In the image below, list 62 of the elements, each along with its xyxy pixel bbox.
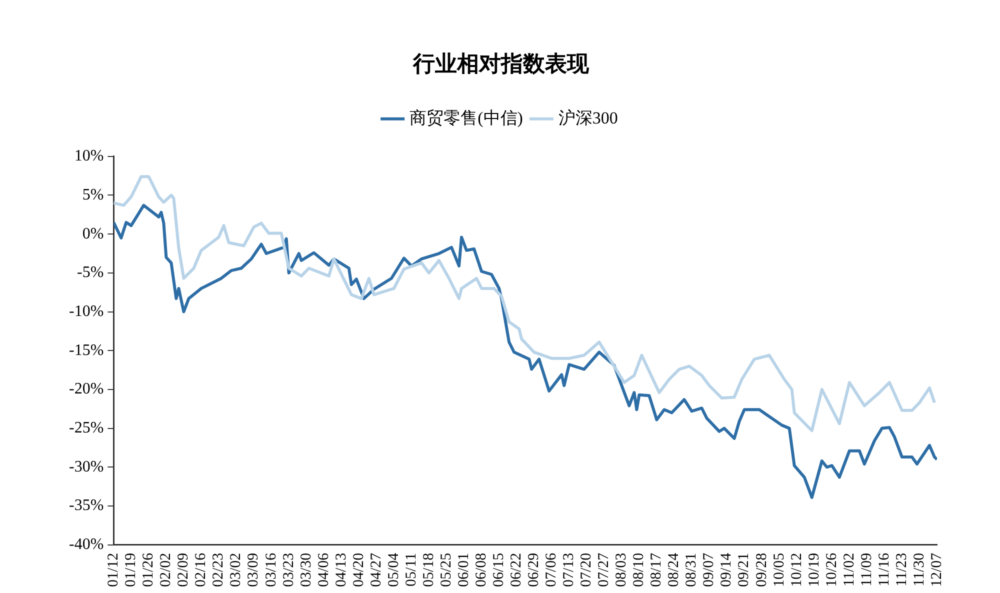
x-tick-label: 06/15 (490, 552, 507, 588)
x-tick-label: 02/16 (193, 552, 210, 588)
x-tick-label: 09/21 (736, 552, 752, 588)
x-tick-label: 03/09 (246, 552, 262, 588)
x-tick-label: 08/17 (648, 552, 665, 588)
y-tick-label: -15% (69, 342, 104, 359)
x-tick-label: 07/20 (578, 552, 595, 588)
y-tick-label: -30% (69, 458, 104, 476)
x-tick-label: 03/30 (298, 552, 314, 588)
y-tick-label: -10% (69, 302, 104, 320)
x-tick-label: 11/09 (858, 552, 875, 586)
x-tick-label: 10/05 (771, 552, 788, 588)
x-tick-label: 02/09 (176, 552, 192, 588)
x-tick-label: 11/23 (894, 552, 910, 586)
x-tick-label: 05/04 (386, 552, 402, 588)
x-tick-label: 08/31 (684, 552, 700, 588)
x-tick-label: 11/02 (841, 552, 858, 586)
x-tick-label: 05/18 (420, 552, 437, 588)
x-tick-label: 08/03 (614, 552, 630, 588)
x-tick-label: 05/25 (438, 552, 454, 588)
x-tick-label: 09/07 (701, 552, 718, 588)
x-tick-label: 01/19 (123, 552, 140, 588)
y-tick-label: -40% (69, 536, 104, 554)
y-tick-label: -20% (69, 380, 104, 398)
x-tick-label: 02/23 (210, 552, 227, 588)
y-tick-label: -25% (69, 420, 104, 437)
chart-title: 行业相对指数表现 (412, 50, 590, 76)
y-tick-label: -5% (77, 264, 104, 282)
x-tick-label: 08/24 (666, 552, 682, 588)
legend-label: 商贸零售(中信) (410, 108, 523, 128)
x-tick-label: 09/28 (754, 552, 770, 588)
x-tick-label: 12/07 (928, 552, 945, 588)
x-tick-label: 03/16 (263, 552, 280, 588)
y-tick-label: -35% (69, 497, 104, 514)
x-tick-label: 07/27 (596, 552, 612, 588)
x-tick-label: 05/11 (403, 552, 420, 586)
x-tick-label: 03/02 (228, 552, 244, 588)
y-tick-label: 5% (82, 186, 104, 204)
x-tick-label: 10/19 (806, 552, 822, 588)
x-tick-label: 01/12 (106, 552, 122, 588)
y-tick-label: 10% (74, 148, 104, 165)
x-tick-label: 04/27 (368, 552, 384, 588)
x-tick-label: 06/29 (526, 552, 542, 588)
x-tick-label: 11/30 (911, 552, 928, 586)
x-tick-label: 10/26 (824, 552, 840, 588)
x-tick-label: 07/13 (561, 552, 578, 588)
x-tick-label: 03/23 (280, 552, 297, 588)
x-tick-label: 11/16 (876, 552, 892, 586)
x-tick-label: 04/06 (316, 552, 332, 588)
x-tick-label: 06/22 (508, 552, 525, 588)
x-tick-label: 01/26 (140, 552, 157, 588)
x-tick-label: 04/13 (333, 552, 350, 588)
x-tick-label: 08/10 (631, 552, 648, 588)
x-tick-label: 09/14 (718, 552, 735, 588)
x-tick-label: 07/06 (544, 552, 560, 588)
x-tick-label: 06/08 (473, 552, 490, 588)
x-tick-label: 10/12 (788, 552, 805, 588)
x-tick-label: 04/20 (350, 552, 367, 588)
y-tick-label: 0% (82, 225, 104, 242)
legend-label: 沪深300 (558, 108, 618, 128)
x-tick-label: 06/01 (456, 552, 472, 588)
x-tick-label: 02/02 (158, 552, 174, 588)
